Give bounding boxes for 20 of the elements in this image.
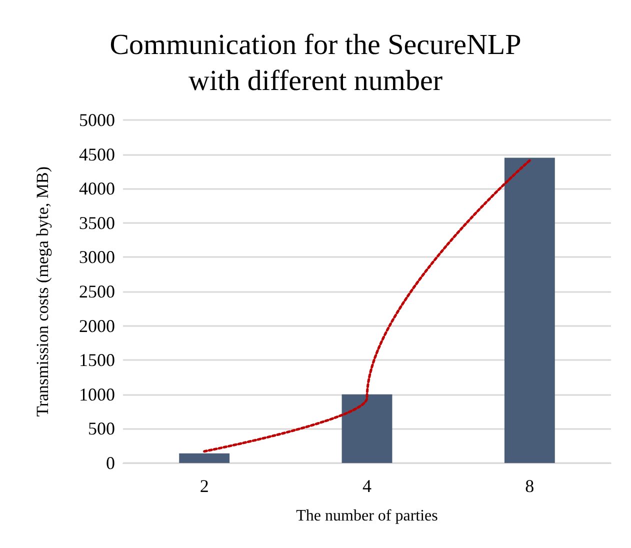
x-tick-label: 8 (525, 476, 534, 496)
x-tick-label: 2 (200, 476, 209, 496)
x-tick-label: 4 (362, 476, 372, 496)
chart-title: Communication for the SecureNLP with different number (110, 29, 522, 97)
y-tick-label: 500 (88, 418, 115, 439)
y-tick-label: 2000 (79, 316, 115, 336)
x-axis-title: The number of parties (296, 508, 438, 524)
bar (504, 158, 555, 463)
y-tick-label: 1500 (79, 350, 115, 370)
y-tick-label: 4000 (79, 178, 115, 199)
y-tick-label: 4500 (79, 144, 115, 164)
y-tick-label: 0 (106, 453, 115, 473)
y-tick-label: 2500 (79, 282, 115, 302)
bar (179, 453, 230, 463)
y-tick-label: 3000 (79, 247, 115, 268)
y-tick-label: 1000 (79, 384, 115, 404)
y-tick-label: 5000 (79, 110, 115, 130)
y-axis-title: Transmission costs (mega byte, MB) (33, 166, 52, 417)
bar (342, 394, 392, 463)
y-tick-label: 3500 (79, 212, 115, 233)
